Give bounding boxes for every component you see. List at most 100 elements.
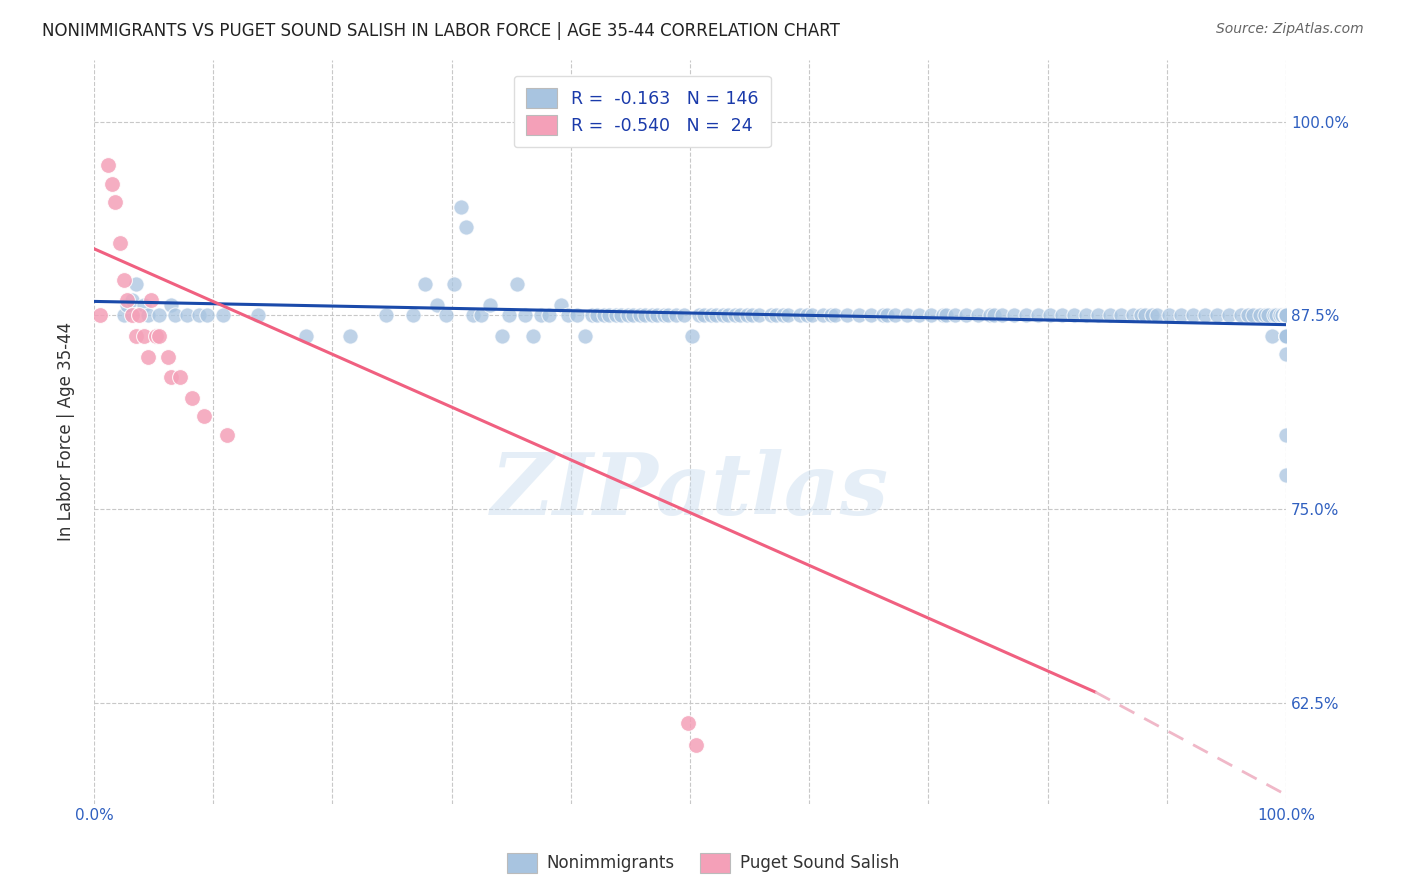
Point xyxy=(1275,309,1298,323)
Point xyxy=(1275,309,1298,323)
Point xyxy=(1275,309,1298,323)
Point xyxy=(1249,309,1271,323)
Point xyxy=(89,309,111,323)
Point xyxy=(1241,309,1264,323)
Point xyxy=(920,309,942,323)
Point xyxy=(741,309,763,323)
Point xyxy=(657,309,679,323)
Point xyxy=(550,297,572,311)
Point xyxy=(538,309,561,323)
Point xyxy=(176,309,198,323)
Point xyxy=(967,309,990,323)
Point xyxy=(1098,309,1121,323)
Point xyxy=(1275,309,1298,323)
Text: Source: ZipAtlas.com: Source: ZipAtlas.com xyxy=(1216,22,1364,37)
Text: ZIPatlas: ZIPatlas xyxy=(491,450,889,533)
Point xyxy=(574,328,596,343)
Point xyxy=(180,391,202,405)
Point xyxy=(593,309,616,323)
Point xyxy=(837,309,859,323)
Point xyxy=(1275,328,1298,343)
Point xyxy=(108,235,131,250)
Point xyxy=(461,309,484,323)
Point xyxy=(693,309,716,323)
Point xyxy=(735,309,758,323)
Point xyxy=(132,297,155,311)
Point xyxy=(1135,309,1157,323)
Point xyxy=(1275,347,1298,361)
Point xyxy=(121,293,143,307)
Point xyxy=(1063,309,1085,323)
Point xyxy=(1274,309,1296,323)
Point xyxy=(907,309,929,323)
Point xyxy=(672,309,695,323)
Point xyxy=(872,309,894,323)
Point xyxy=(1275,427,1298,442)
Point xyxy=(117,297,139,311)
Point xyxy=(935,309,957,323)
Point xyxy=(1275,309,1298,323)
Point xyxy=(681,328,703,343)
Point xyxy=(112,273,135,287)
Point xyxy=(711,309,734,323)
Point xyxy=(610,309,633,323)
Point xyxy=(1275,309,1298,323)
Point xyxy=(1275,309,1298,323)
Text: NONIMMIGRANTS VS PUGET SOUND SALISH IN LABOR FORCE | AGE 35-44 CORRELATION CHART: NONIMMIGRANTS VS PUGET SOUND SALISH IN L… xyxy=(42,22,839,40)
Point xyxy=(169,370,191,384)
Point xyxy=(1275,309,1298,323)
Point xyxy=(1087,309,1109,323)
Point xyxy=(124,277,146,292)
Point xyxy=(104,195,127,210)
Legend: R =  -0.163   N = 146, R =  -0.540   N =  24: R = -0.163 N = 146, R = -0.540 N = 24 xyxy=(513,76,770,147)
Point xyxy=(156,350,179,364)
Point xyxy=(628,309,651,323)
Point xyxy=(955,309,977,323)
Point xyxy=(1159,309,1181,323)
Point xyxy=(426,297,449,311)
Point xyxy=(160,370,183,384)
Point xyxy=(193,409,215,423)
Point xyxy=(704,309,727,323)
Point xyxy=(402,309,425,323)
Point xyxy=(339,328,361,343)
Y-axis label: In Labor Force | Age 35-44: In Labor Force | Age 35-44 xyxy=(58,322,75,541)
Point xyxy=(443,277,465,292)
Point xyxy=(617,309,640,323)
Point xyxy=(860,309,883,323)
Point xyxy=(983,309,1005,323)
Point xyxy=(1257,309,1279,323)
Point xyxy=(565,309,588,323)
Point xyxy=(136,350,159,364)
Point xyxy=(896,309,918,323)
Point xyxy=(1129,309,1152,323)
Point xyxy=(1275,309,1298,323)
Point xyxy=(1236,309,1258,323)
Point xyxy=(645,309,668,323)
Point xyxy=(1218,309,1240,323)
Point xyxy=(434,309,457,323)
Point xyxy=(557,309,579,323)
Point xyxy=(112,309,135,323)
Point xyxy=(1275,328,1298,343)
Point xyxy=(586,309,609,323)
Point xyxy=(820,309,842,323)
Point xyxy=(1205,309,1227,323)
Point xyxy=(1194,309,1216,323)
Point xyxy=(295,328,318,343)
Legend: Nonimmigrants, Puget Sound Salish: Nonimmigrants, Puget Sound Salish xyxy=(501,847,905,880)
Point xyxy=(1015,309,1038,323)
Point xyxy=(789,309,811,323)
Point xyxy=(772,309,794,323)
Point xyxy=(931,309,953,323)
Point xyxy=(132,328,155,343)
Point xyxy=(1050,309,1073,323)
Point xyxy=(1146,309,1168,323)
Point xyxy=(765,309,787,323)
Point xyxy=(800,309,823,323)
Point xyxy=(1122,309,1144,323)
Point xyxy=(621,309,644,323)
Point xyxy=(1275,328,1298,343)
Point xyxy=(1111,309,1133,323)
Point xyxy=(1074,309,1097,323)
